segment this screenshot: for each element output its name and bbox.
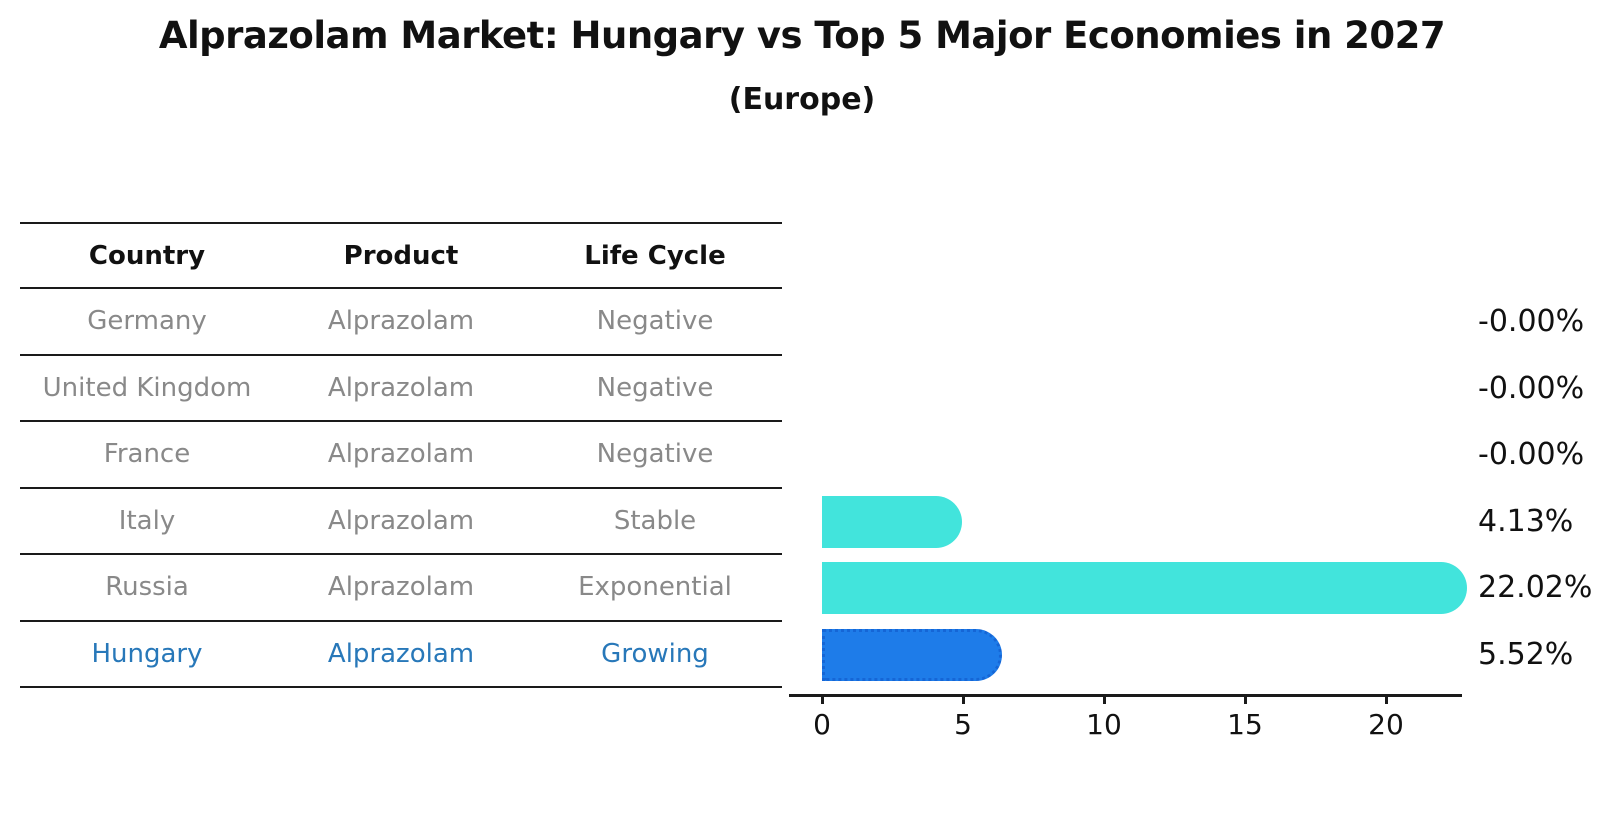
cell-product: Alprazolam bbox=[327, 439, 475, 470]
col-header-product: Product bbox=[343, 240, 459, 271]
x-axis-tick-label: 5 bbox=[954, 708, 972, 741]
cell-product: Alprazolam bbox=[327, 572, 475, 603]
x-axis-tick-label: 20 bbox=[1368, 708, 1404, 741]
cell-product: Alprazolam bbox=[327, 306, 475, 337]
cell-country: Russia bbox=[105, 572, 189, 603]
x-axis-tick-label: 15 bbox=[1227, 708, 1263, 741]
cell-lifecycle: Stable bbox=[613, 505, 697, 536]
x-axis-tick-label: 0 bbox=[813, 708, 831, 741]
col-header-lifecycle: Life Cycle bbox=[584, 240, 726, 271]
table-header-row: Country Product Life Cycle bbox=[20, 222, 782, 289]
value-label-russia: 22.02% bbox=[1478, 570, 1593, 606]
cell-lifecycle: Negative bbox=[596, 372, 714, 403]
cell-product: Alprazolam bbox=[327, 638, 475, 669]
bar-russia bbox=[822, 562, 1467, 615]
table-row-germany: Germany Alprazolam Negative bbox=[20, 289, 782, 356]
bar-italy bbox=[822, 495, 963, 548]
x-axis-tick bbox=[961, 694, 965, 704]
value-label-italy: 4.13% bbox=[1478, 503, 1574, 539]
chart-title: Alprazolam Market: Hungary vs Top 5 Majo… bbox=[158, 14, 1446, 57]
x-axis-tick bbox=[1384, 694, 1388, 704]
x-axis-tick bbox=[1243, 694, 1247, 704]
x-axis-tick-label: 10 bbox=[1086, 708, 1122, 741]
cell-lifecycle: Growing bbox=[601, 638, 709, 669]
chart-subtitle: (Europe) bbox=[728, 82, 876, 117]
cell-country: United Kingdom bbox=[42, 372, 252, 403]
cell-country: France bbox=[103, 439, 191, 470]
value-label-france: -0.00% bbox=[1478, 437, 1585, 473]
x-axis-tick bbox=[1102, 694, 1106, 704]
cell-country: Hungary bbox=[91, 638, 203, 669]
value-label-united-kingdom: -0.00% bbox=[1478, 370, 1585, 406]
cell-lifecycle: Negative bbox=[596, 306, 714, 337]
value-label-hungary: 5.52% bbox=[1478, 636, 1574, 672]
col-header-country: Country bbox=[88, 240, 206, 271]
cell-product: Alprazolam bbox=[327, 372, 475, 403]
table-row-united-kingdom: United Kingdom Alprazolam Negative bbox=[20, 356, 782, 422]
table-row-russia: Russia Alprazolam Exponential bbox=[20, 555, 782, 622]
cell-lifecycle: Exponential bbox=[578, 572, 732, 603]
table-row-italy: Italy Alprazolam Stable bbox=[20, 489, 782, 555]
x-axis-line bbox=[789, 694, 1462, 697]
table-row-hungary-highlighted: Hungary Alprazolam Growing bbox=[20, 622, 782, 688]
value-label-germany: -0.00% bbox=[1478, 304, 1585, 340]
cell-country: Germany bbox=[87, 306, 207, 337]
cell-lifecycle: Negative bbox=[596, 439, 714, 470]
x-axis-tick bbox=[820, 694, 824, 704]
summary-table: Country Product Life Cycle Germany Alpra… bbox=[20, 222, 782, 688]
cell-country: Italy bbox=[118, 505, 176, 536]
cell-product: Alprazolam bbox=[327, 505, 475, 536]
table-row-france: France Alprazolam Negative bbox=[20, 422, 782, 489]
bar-hungary-highlighted bbox=[822, 628, 1002, 681]
